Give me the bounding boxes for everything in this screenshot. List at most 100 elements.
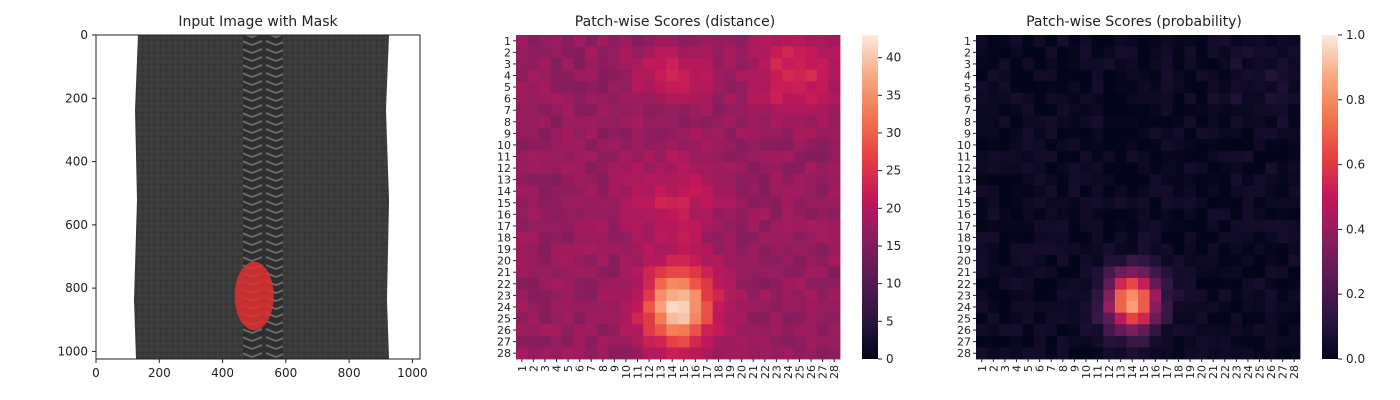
heatmap-cell [527, 150, 540, 163]
heatmap-cell [782, 278, 795, 290]
heatmap-cell [1172, 197, 1185, 209]
heatmap-cell [608, 266, 621, 279]
heatmap-cell [1080, 312, 1093, 325]
heatmap-cell [987, 243, 1000, 256]
heatmap-cell [1010, 92, 1023, 105]
heatmap-cell [678, 254, 690, 267]
heatmap-cell [643, 289, 656, 302]
heatmap-cell [793, 150, 806, 163]
heatmap-cell [747, 335, 760, 348]
heatmap-cell [1184, 162, 1197, 175]
heatmap-cell [573, 81, 586, 94]
heatmap-cell [1265, 150, 1278, 163]
heatmap-cell [666, 116, 679, 128]
heatmap-cell [1114, 278, 1127, 290]
heatmap-cell [1022, 324, 1035, 337]
heatmap-cell [550, 46, 563, 59]
heatmap-cell [828, 335, 841, 348]
heatmap-cell [747, 104, 760, 117]
heatmap-cell [1149, 173, 1162, 186]
heatmap-cell [1091, 278, 1104, 290]
heatmap-cell [1068, 173, 1081, 186]
heatmap-cell [747, 312, 760, 325]
heatmap-cell [976, 335, 988, 348]
heatmap-cell [987, 254, 1000, 267]
heatmap-cell [724, 116, 737, 128]
heatmap-cell [1265, 289, 1278, 302]
heatmap-cell [597, 254, 609, 267]
heatmap-cell [735, 208, 748, 221]
heatmap-cell [562, 208, 575, 221]
row-tick-label: 9 [504, 127, 511, 140]
heatmap-cell [1230, 46, 1243, 59]
heatmap-cell [735, 301, 748, 314]
heatmap-cell [1184, 104, 1197, 117]
heatmap-cell [643, 347, 656, 360]
probability-colorbar [1322, 35, 1338, 359]
heatmap-cell [1184, 243, 1197, 256]
heatmap-cell [976, 81, 988, 94]
heatmap-cell [770, 92, 783, 105]
heatmap-cell [1219, 104, 1231, 117]
heatmap-cell [678, 266, 690, 279]
distance-colorbar [862, 35, 878, 359]
heatmap-cell [1288, 139, 1301, 152]
row-tick-label: 13 [497, 174, 511, 187]
heatmap-cell [999, 81, 1012, 94]
heatmap-cell [1230, 81, 1243, 94]
heatmap-cell [631, 266, 644, 279]
heatmap-cell [1010, 208, 1023, 221]
heatmap-cell [1207, 58, 1220, 71]
heatmap-cell [539, 278, 552, 290]
heatmap-cell [828, 150, 841, 163]
heatmap-cell [516, 58, 528, 71]
heatmap-cell [987, 312, 1000, 325]
heatmap-cell [539, 254, 552, 267]
heatmap-cell [1126, 35, 1139, 47]
heatmap-cell [770, 162, 783, 175]
heatmap-cell [782, 150, 795, 163]
heatmap-cell [1022, 185, 1035, 198]
heatmap-cell [724, 197, 737, 209]
heatmap-cell [1149, 104, 1162, 117]
heatmap-cell [782, 197, 795, 209]
heatmap-cell [608, 220, 621, 233]
heatmap-cell [1242, 139, 1255, 152]
heatmap-cell [527, 254, 540, 267]
heatmap-cell [999, 254, 1012, 267]
heatmap-cell [1195, 173, 1208, 186]
heatmap-cell [701, 127, 714, 140]
heatmap-cell [828, 278, 841, 290]
heatmap-cell [1068, 116, 1081, 128]
heatmap-cell [1103, 127, 1116, 140]
heatmap-cell [550, 127, 563, 140]
heatmap-cell [805, 231, 818, 244]
heatmap-cell [759, 312, 771, 325]
heatmap-cell [712, 208, 725, 221]
heatmap-cell [759, 335, 771, 348]
heatmap-cell [631, 347, 644, 360]
heatmap-cell [1045, 335, 1058, 348]
heatmap-cell [828, 116, 841, 128]
heatmap-cell [793, 197, 806, 209]
heatmap-cell [1276, 312, 1289, 325]
heatmap-cell [573, 231, 586, 244]
image-y-tick-label: 200 [65, 91, 88, 105]
heatmap-cell [631, 162, 644, 175]
heatmap-cell [759, 278, 771, 290]
heatmap-cell [654, 289, 667, 302]
heatmap-cell [1045, 347, 1058, 360]
heatmap-cell [1126, 312, 1139, 325]
heatmap-cell [793, 266, 806, 279]
heatmap-cell [666, 208, 679, 221]
heatmap-cell [1010, 278, 1023, 290]
heatmap-cell [1288, 266, 1301, 279]
heatmap-cell [1045, 208, 1058, 221]
heatmap-cell [805, 58, 818, 71]
heatmap-cell [631, 35, 644, 47]
heatmap-cell [999, 35, 1012, 47]
heatmap-cell [1080, 58, 1093, 71]
heatmap-cell [1230, 266, 1243, 279]
heatmap-cell [770, 312, 783, 325]
heatmap-cell [987, 208, 1000, 221]
